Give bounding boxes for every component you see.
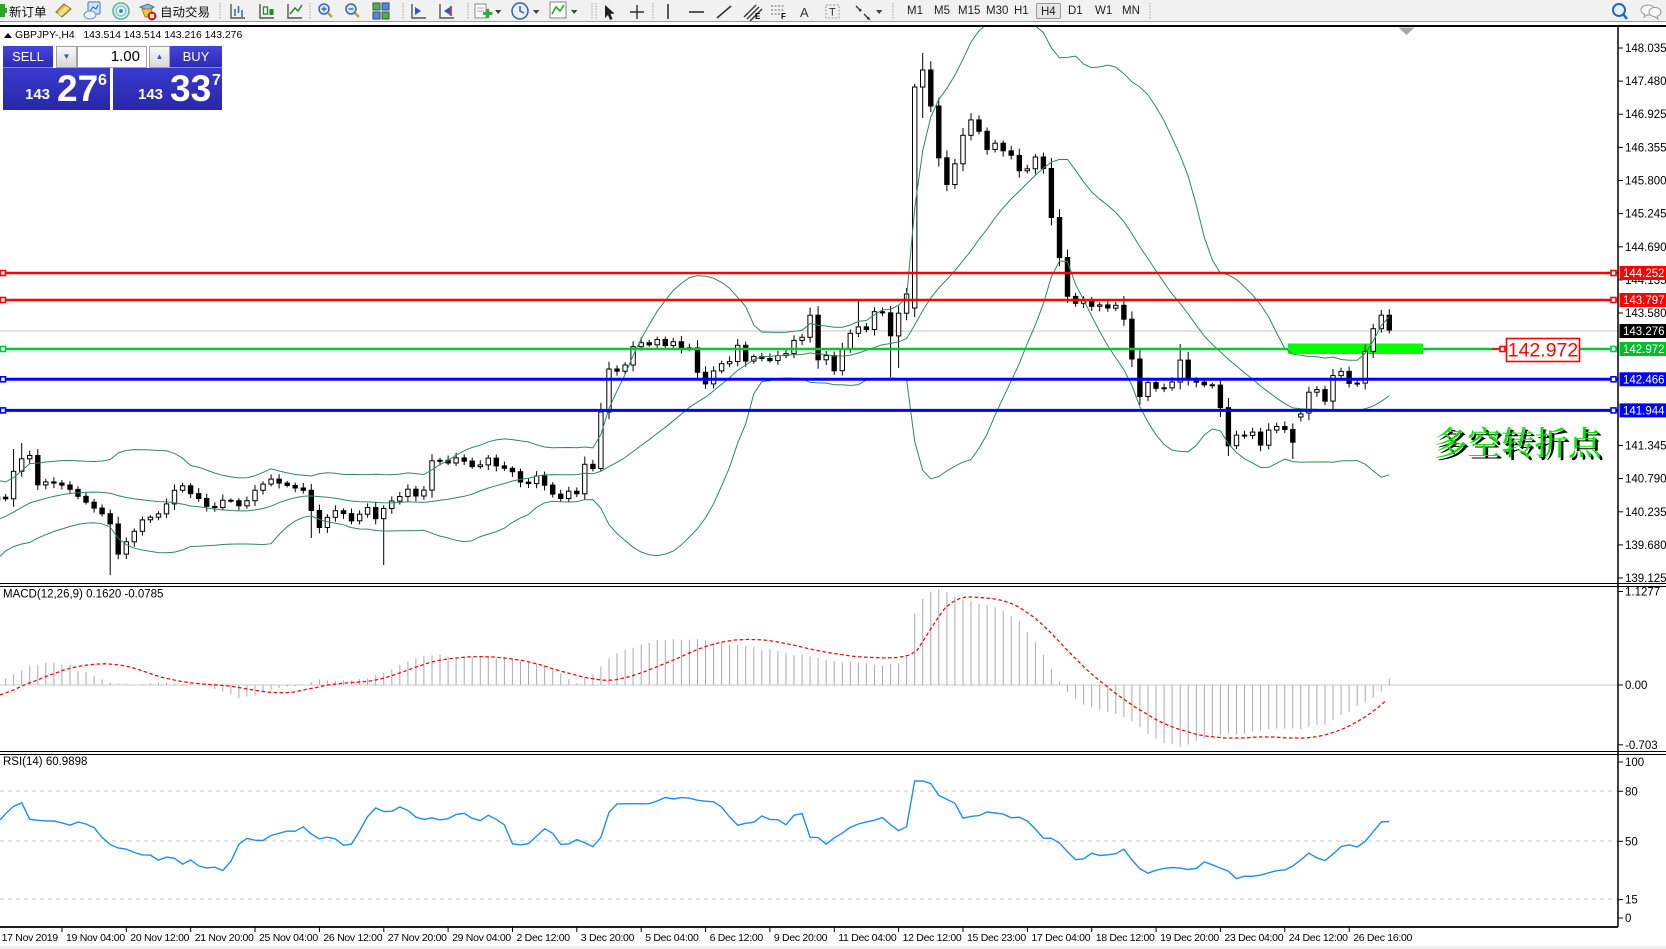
svg-text:-0.703: -0.703 — [1625, 740, 1658, 752]
svg-text:146.925: 146.925 — [1625, 109, 1666, 121]
svg-text:19 Nov 04:00: 19 Nov 04:00 — [66, 932, 125, 944]
svg-text:19 Dec 20:00: 19 Dec 20:00 — [1160, 932, 1219, 944]
svg-text:144.690: 144.690 — [1625, 242, 1666, 254]
svg-text:140.235: 140.235 — [1625, 507, 1666, 519]
svg-text:5 Dec 04:00: 5 Dec 04:00 — [645, 932, 699, 944]
svg-text:139.125: 139.125 — [1625, 573, 1666, 585]
svg-text:25 Nov 04:00: 25 Nov 04:00 — [259, 932, 318, 944]
svg-text:142.972: 142.972 — [1623, 344, 1665, 356]
svg-text:143.276: 143.276 — [1623, 326, 1665, 338]
svg-text:11 Dec 04:00: 11 Dec 04:00 — [838, 932, 897, 944]
svg-text:140.790: 140.790 — [1625, 474, 1666, 486]
svg-text:23 Dec 04:00: 23 Dec 04:00 — [1224, 932, 1283, 944]
svg-text:6 Dec 12:00: 6 Dec 12:00 — [710, 932, 764, 944]
svg-text:F: F — [781, 12, 786, 21]
svg-text:26 Nov 12:00: 26 Nov 12:00 — [323, 932, 382, 944]
svg-text:80: 80 — [1625, 786, 1638, 798]
svg-text:T: T — [829, 7, 836, 19]
svg-text:MACD(12,26,9) 0.1620 -0.0785: MACD(12,26,9) 0.1620 -0.0785 — [3, 589, 163, 601]
svg-text:12 Dec 12:00: 12 Dec 12:00 — [903, 932, 962, 944]
svg-text:145.800: 145.800 — [1625, 176, 1666, 188]
svg-text:24 Dec 12:00: 24 Dec 12:00 — [1289, 932, 1348, 944]
svg-text:143.580: 143.580 — [1625, 308, 1666, 320]
svg-text:27 Nov 20:00: 27 Nov 20:00 — [388, 932, 447, 944]
svg-text:9 Dec 20:00: 9 Dec 20:00 — [774, 932, 828, 944]
svg-text:17 Nov 2019: 17 Nov 2019 — [2, 932, 59, 944]
svg-text:139.680: 139.680 — [1625, 540, 1666, 552]
svg-text:RSI(14) 60.9898: RSI(14) 60.9898 — [3, 756, 87, 768]
svg-text:146.355: 146.355 — [1625, 142, 1666, 154]
svg-text:29 Nov 04:00: 29 Nov 04:00 — [452, 932, 511, 944]
svg-text:142.466: 142.466 — [1623, 374, 1665, 386]
svg-text:0.00: 0.00 — [1625, 680, 1647, 692]
svg-text:147.480: 147.480 — [1625, 76, 1666, 88]
svg-text:141.345: 141.345 — [1625, 441, 1666, 453]
svg-text:26 Dec 16:00: 26 Dec 16:00 — [1353, 932, 1412, 944]
svg-text:100: 100 — [1625, 757, 1644, 769]
svg-text:50: 50 — [1625, 836, 1638, 848]
svg-text:0: 0 — [1625, 913, 1631, 925]
svg-text:17 Dec 04:00: 17 Dec 04:00 — [1031, 932, 1090, 944]
svg-text:15 Dec 23:00: 15 Dec 23:00 — [967, 932, 1026, 944]
svg-text:144.252: 144.252 — [1623, 268, 1665, 280]
svg-text:145.245: 145.245 — [1625, 209, 1666, 221]
svg-text:3 Dec 20:00: 3 Dec 20:00 — [581, 932, 635, 944]
svg-text:E: E — [755, 12, 761, 21]
svg-text:143.797: 143.797 — [1623, 295, 1665, 307]
svg-text:A: A — [800, 5, 809, 20]
svg-text:21 Nov 20:00: 21 Nov 20:00 — [195, 932, 254, 944]
svg-text:148.035: 148.035 — [1625, 43, 1666, 55]
svg-text:20 Nov 12:00: 20 Nov 12:00 — [130, 932, 189, 944]
svg-text:141.944: 141.944 — [1623, 405, 1665, 417]
svg-text:2 Dec 12:00: 2 Dec 12:00 — [517, 932, 571, 944]
svg-text:18 Dec 12:00: 18 Dec 12:00 — [1096, 932, 1155, 944]
svg-text:142.972: 142.972 — [1508, 340, 1579, 362]
svg-text:1.1277: 1.1277 — [1625, 587, 1660, 599]
svg-text:15: 15 — [1625, 895, 1638, 907]
